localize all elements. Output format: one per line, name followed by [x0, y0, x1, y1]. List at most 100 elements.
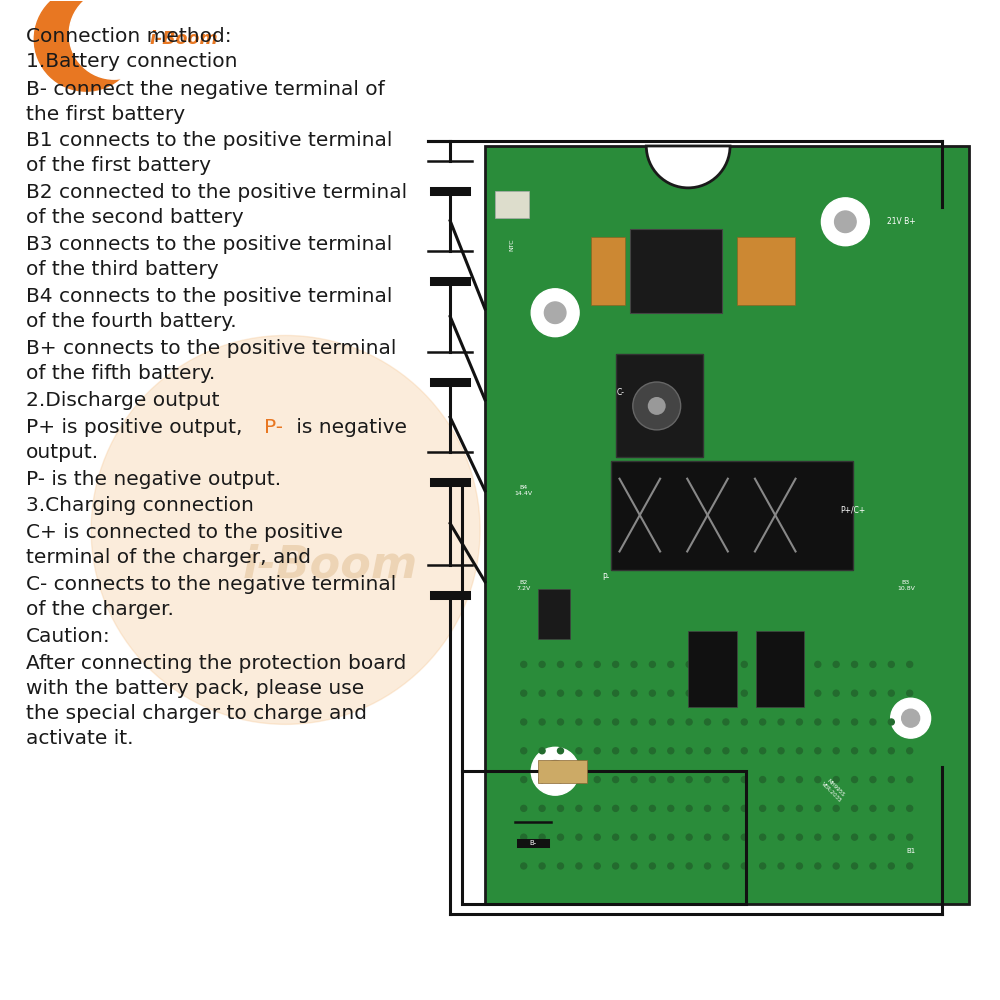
Circle shape [705, 834, 711, 840]
Circle shape [778, 748, 784, 754]
Circle shape [576, 863, 582, 869]
Circle shape [686, 834, 692, 840]
Circle shape [613, 834, 619, 840]
Circle shape [648, 397, 666, 415]
Circle shape [888, 690, 894, 696]
Circle shape [741, 834, 747, 840]
Bar [485, 146, 969, 904]
Circle shape [576, 777, 582, 783]
Circle shape [613, 748, 619, 754]
Circle shape [907, 690, 913, 696]
Circle shape [778, 719, 784, 725]
Circle shape [557, 661, 563, 667]
Circle shape [34, 0, 138, 91]
Text: of the first battery: of the first battery [26, 156, 211, 175]
Circle shape [649, 690, 655, 696]
Circle shape [631, 805, 637, 811]
Circle shape [705, 777, 711, 783]
Circle shape [594, 661, 600, 667]
Bar [538, 589, 570, 639]
Circle shape [833, 748, 839, 754]
Circle shape [557, 748, 563, 754]
Text: After connecting the protection board: After connecting the protection board [26, 654, 407, 673]
Circle shape [760, 834, 766, 840]
Circle shape [907, 863, 913, 869]
Circle shape [760, 690, 766, 696]
Text: 3.Charging connection: 3.Charging connection [26, 496, 254, 515]
Circle shape [778, 834, 784, 840]
Circle shape [741, 748, 747, 754]
Circle shape [723, 777, 729, 783]
Text: Connection method:: Connection method: [26, 27, 232, 46]
Circle shape [539, 805, 545, 811]
Text: of the charger.: of the charger. [26, 600, 174, 619]
Circle shape [686, 777, 692, 783]
Circle shape [91, 335, 480, 724]
Circle shape [815, 719, 821, 725]
Circle shape [741, 719, 747, 725]
Circle shape [852, 777, 858, 783]
Circle shape [796, 661, 802, 667]
Text: B-: B- [530, 840, 537, 846]
Text: C+ is connected to the positive: C+ is connected to the positive [26, 523, 343, 542]
Circle shape [870, 748, 876, 754]
Circle shape [852, 690, 858, 696]
Circle shape [907, 777, 913, 783]
Circle shape [852, 661, 858, 667]
Text: B1 connects to the positive terminal: B1 connects to the positive terminal [26, 131, 393, 150]
Text: C-: C- [616, 388, 624, 397]
Circle shape [594, 805, 600, 811]
Circle shape [521, 834, 527, 840]
Wedge shape [646, 146, 730, 188]
Text: terminal of the charger, and: terminal of the charger, and [26, 548, 311, 567]
Circle shape [576, 719, 582, 725]
Circle shape [778, 805, 784, 811]
Bar [630, 229, 722, 313]
Circle shape [760, 748, 766, 754]
Circle shape [668, 661, 674, 667]
Circle shape [815, 777, 821, 783]
Circle shape [544, 760, 566, 782]
Circle shape [760, 805, 766, 811]
Circle shape [907, 661, 913, 667]
Text: NTC: NTC [509, 238, 514, 251]
Circle shape [902, 709, 920, 727]
Circle shape [833, 834, 839, 840]
Circle shape [870, 834, 876, 840]
Circle shape [668, 863, 674, 869]
Text: of the third battery: of the third battery [26, 260, 219, 279]
Circle shape [613, 805, 619, 811]
Circle shape [778, 661, 784, 667]
Text: i-Boom: i-Boom [149, 30, 218, 48]
Circle shape [539, 863, 545, 869]
Circle shape [778, 863, 784, 869]
Circle shape [705, 719, 711, 725]
Circle shape [907, 748, 913, 754]
Circle shape [796, 834, 802, 840]
Circle shape [631, 661, 637, 667]
Circle shape [594, 719, 600, 725]
Circle shape [631, 748, 637, 754]
Circle shape [741, 690, 747, 696]
Circle shape [576, 690, 582, 696]
Bar [591, 237, 625, 305]
Circle shape [594, 748, 600, 754]
Circle shape [760, 863, 766, 869]
Circle shape [888, 805, 894, 811]
Circle shape [576, 748, 582, 754]
Circle shape [907, 834, 913, 840]
Circle shape [723, 748, 729, 754]
Circle shape [649, 863, 655, 869]
Circle shape [870, 805, 876, 811]
Circle shape [833, 805, 839, 811]
Circle shape [668, 777, 674, 783]
Bar [688, 631, 737, 707]
Circle shape [796, 863, 802, 869]
Circle shape [668, 834, 674, 840]
Circle shape [833, 661, 839, 667]
Circle shape [723, 719, 729, 725]
Circle shape [815, 834, 821, 840]
Circle shape [686, 863, 692, 869]
Circle shape [649, 661, 655, 667]
Circle shape [631, 690, 637, 696]
